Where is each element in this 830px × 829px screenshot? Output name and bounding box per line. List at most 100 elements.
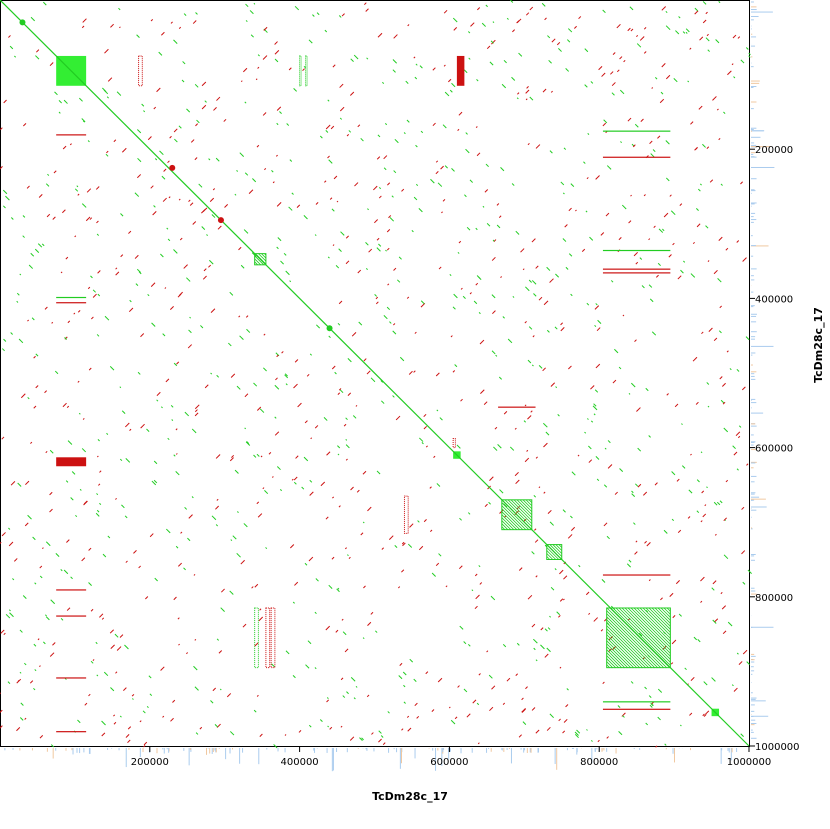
noise-mark — [665, 140, 670, 145]
noise-mark — [67, 320, 71, 324]
noise-mark — [96, 220, 99, 224]
noise-mark — [720, 183, 723, 186]
noise-mark — [141, 103, 145, 107]
noise-mark — [716, 501, 721, 506]
coverage-bar — [31, 748, 33, 751]
coverage-bar — [313, 748, 315, 751]
noise-mark — [586, 177, 589, 180]
noise-mark — [374, 293, 378, 297]
noise-mark — [471, 589, 474, 592]
noise-mark — [542, 88, 547, 93]
noise-mark — [153, 479, 158, 484]
noise-mark — [550, 586, 555, 591]
noise-mark — [190, 139, 195, 143]
main-diagonal — [0, 0, 750, 747]
coverage-bar — [751, 80, 760, 82]
noise-mark — [328, 159, 333, 164]
coverage-bar — [751, 559, 755, 561]
noise-mark — [162, 333, 166, 337]
noise-mark — [294, 581, 299, 586]
noise-mark — [550, 90, 553, 93]
noise-mark — [436, 483, 441, 487]
noise-mark — [0, 709, 3, 714]
coverage-bar — [501, 748, 503, 751]
noise-mark — [216, 374, 220, 378]
noise-mark — [719, 305, 723, 309]
noise-mark — [723, 427, 729, 433]
block-hatch — [519, 499, 533, 512]
noise-mark — [406, 119, 410, 123]
noise-mark — [216, 638, 220, 641]
coverage-bar — [751, 499, 755, 501]
noise-mark — [402, 542, 406, 547]
noise-mark — [159, 150, 164, 156]
block-hatch — [501, 502, 530, 530]
noise-mark — [463, 688, 468, 693]
noise-mark — [173, 249, 178, 254]
noise-mark — [213, 107, 217, 111]
noise-mark — [167, 437, 170, 441]
noise-mark — [107, 77, 113, 82]
noise-mark — [595, 303, 598, 306]
noise-mark — [699, 183, 702, 186]
noise-mark — [705, 11, 708, 15]
noise-mark — [319, 719, 323, 722]
noise-mark — [406, 296, 410, 299]
noise-mark — [60, 618, 64, 621]
noise-mark — [491, 39, 496, 45]
noise-mark — [458, 111, 463, 116]
coverage-bar — [751, 724, 755, 726]
noise-mark — [169, 135, 172, 139]
noise-mark — [277, 237, 282, 242]
coverage-bar — [751, 593, 757, 595]
noise-mark — [619, 468, 624, 472]
coverage-bar — [751, 33, 753, 35]
noise-mark — [82, 120, 85, 123]
noise-mark — [584, 431, 587, 434]
noise-mark — [638, 632, 643, 637]
noise-mark — [458, 565, 463, 570]
noise-mark — [208, 264, 212, 268]
noise-mark — [607, 440, 611, 444]
noise-mark — [183, 567, 186, 571]
noise-mark — [376, 247, 381, 252]
noise-mark — [636, 43, 642, 48]
coverage-bar — [751, 152, 756, 154]
block-hatch — [606, 625, 649, 668]
coverage-bar — [751, 313, 757, 315]
block-hatch — [261, 253, 267, 259]
noise-mark — [491, 294, 496, 299]
noise-mark — [602, 681, 605, 685]
noise-mark — [445, 585, 448, 588]
block-hatch — [606, 613, 661, 668]
coverage-bar — [751, 202, 757, 204]
noise-mark — [215, 157, 220, 162]
coverage-bar — [189, 748, 191, 750]
noise-mark — [274, 58, 279, 63]
noise-mark — [340, 231, 345, 236]
noise-mark — [419, 65, 423, 69]
noise-mark — [740, 733, 744, 737]
coverage-bar — [751, 666, 754, 668]
noise-mark — [24, 717, 27, 720]
noise-mark — [511, 183, 515, 186]
noise-mark — [154, 158, 158, 161]
noise-mark — [319, 135, 323, 139]
noise-mark — [518, 734, 522, 738]
noise-mark — [30, 252, 35, 257]
noise-mark — [681, 423, 683, 425]
noise-mark — [496, 224, 501, 229]
noise-mark — [549, 278, 554, 283]
noise-mark — [280, 260, 284, 265]
noise-mark — [325, 124, 331, 130]
noise-mark — [670, 210, 676, 216]
noise-mark — [54, 370, 59, 375]
noise-mark — [327, 155, 330, 159]
noise-mark — [312, 14, 315, 17]
noise-mark — [733, 687, 738, 692]
coverage-bar — [751, 423, 756, 425]
noise-mark — [308, 556, 314, 562]
noise-mark — [660, 91, 664, 95]
noise-mark — [132, 698, 134, 700]
noise-mark — [240, 559, 245, 565]
